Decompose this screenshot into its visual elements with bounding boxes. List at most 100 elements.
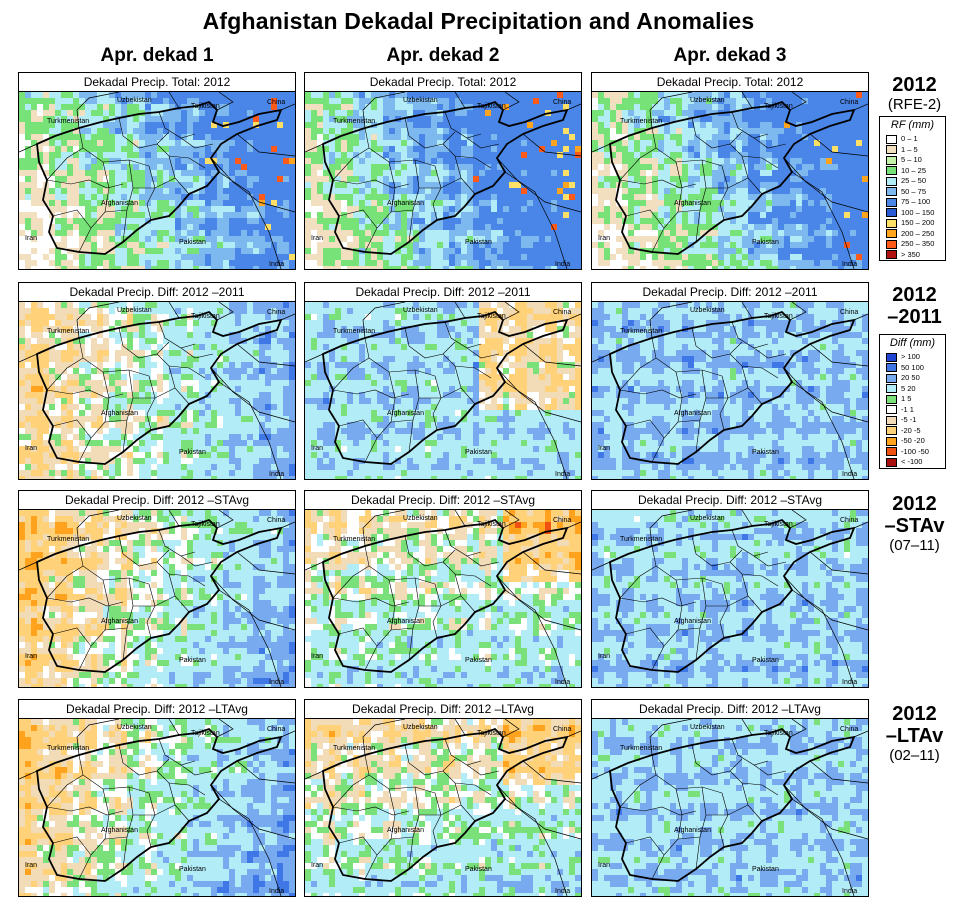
legend-swatch — [886, 134, 897, 144]
country-border — [592, 561, 611, 571]
province-border — [691, 327, 743, 359]
map-label-india: India — [269, 261, 284, 268]
province-border — [442, 561, 492, 587]
country-border — [280, 521, 295, 529]
country-border — [809, 133, 868, 157]
country-border — [496, 575, 581, 631]
row-label-period: (07–11) — [889, 537, 940, 554]
map-label-pakistan: Pakistan — [752, 657, 779, 664]
country-border — [791, 798, 855, 896]
legend-swatch — [886, 250, 897, 260]
row-label-period: (02–11) — [889, 747, 940, 764]
province-border — [729, 143, 779, 169]
map-label-uzbekistan: Uzbekistan — [403, 97, 438, 104]
afghanistan-outline — [36, 100, 283, 255]
precipitation-map: Uzbekistan Tajikistan China Turkmenistan Afg… — [19, 302, 295, 479]
province-border — [625, 209, 665, 229]
province-border — [432, 165, 442, 221]
row-label-rfe2: 2012 (RFE-2) — [872, 74, 957, 114]
province-border — [719, 583, 729, 639]
map-panel: Dekadal Precip. Diff: 2012 –2011 Uzbekist… — [304, 282, 582, 480]
map-label-india: India — [269, 471, 284, 478]
country-border — [19, 770, 38, 780]
legend-item: 1 5 — [886, 394, 945, 405]
afghanistan-outline — [36, 518, 283, 673]
country-border — [783, 367, 868, 423]
panel-title: Dekadal Precip. Diff: 2012 –STAvg — [19, 491, 295, 510]
province-border — [677, 419, 701, 423]
province-border — [408, 786, 420, 870]
province-border — [619, 806, 697, 816]
map-label-tajikistan: Tajikistan — [191, 730, 220, 737]
map-label-india: India — [555, 888, 570, 895]
country-border — [168, 719, 180, 736]
map-label-china: China — [553, 99, 571, 106]
province-border — [677, 209, 701, 213]
map-label-uzbekistan: Uzbekistan — [690, 97, 725, 104]
province-border — [753, 137, 787, 149]
legend-label: 150 – 200 — [901, 218, 935, 228]
panel-title: Dekadal Precip. Diff: 2012 –STAvg — [592, 491, 868, 510]
map-label-india: India — [842, 679, 857, 686]
map-label-turkmenistan: Turkmenistan — [620, 745, 662, 752]
precipitation-map: Uzbekistan Tajikistan China Turkmenistan Afg… — [305, 510, 581, 687]
map-label-pakistan: Pakistan — [752, 866, 779, 873]
country-border — [76, 719, 120, 756]
country-border — [741, 92, 753, 109]
map-label-afghanistan: Afghanistan — [101, 410, 138, 417]
province-border — [404, 744, 456, 776]
country-border — [76, 302, 120, 339]
map-label-afghanistan: Afghanistan — [387, 618, 424, 625]
map-label-india: India — [842, 261, 857, 268]
province-border — [706, 177, 749, 189]
map-label-china: China — [267, 517, 285, 524]
legend-label: 10 – 25 — [901, 165, 927, 175]
province-border — [695, 159, 707, 243]
afghanistan-outline — [609, 310, 856, 465]
country-border — [216, 510, 234, 529]
precipitation-map: Uzbekistan Tajikistan China Turkmenistan Afg… — [19, 510, 295, 687]
country-border — [305, 353, 324, 363]
province-border — [442, 353, 492, 379]
country-border — [280, 313, 295, 321]
map-label-afghanistan: Afghanistan — [101, 827, 138, 834]
country-border — [362, 719, 406, 756]
country-border — [592, 143, 611, 153]
legend-swatch — [886, 155, 897, 165]
afghanistan-outline — [609, 100, 856, 255]
province-border — [156, 143, 206, 169]
map-label-uzbekistan: Uzbekistan — [117, 515, 152, 522]
province-border — [390, 627, 414, 631]
legend-label: > 100 — [901, 352, 920, 362]
legend-item: -100 -50 — [886, 447, 945, 458]
panel-title: Dekadal Precip. Diff: 2012 –LTAvg — [19, 700, 295, 719]
map-label-turkmenistan: Turkmenistan — [333, 536, 375, 543]
province-border — [729, 561, 779, 587]
country-border — [454, 510, 466, 527]
province-border — [52, 836, 92, 856]
country-border — [853, 313, 868, 321]
panel-title: Dekadal Precip. Total: 2012 — [305, 73, 581, 92]
legend-swatch — [886, 352, 897, 362]
province-border — [731, 111, 769, 139]
country-border — [280, 103, 295, 111]
province-border — [104, 209, 128, 213]
country-border — [809, 760, 868, 784]
map-label-iran: Iran — [311, 653, 323, 660]
province-border — [408, 577, 420, 661]
column-header-dekad-1: Apr. dekad 1 — [100, 45, 214, 66]
country-border — [592, 770, 611, 780]
legend-label: -50 -20 — [901, 436, 925, 446]
province-border — [390, 209, 414, 213]
map-label-iran: Iran — [598, 235, 610, 242]
map-label-uzbekistan: Uzbekistan — [117, 307, 152, 314]
province-border — [338, 627, 378, 647]
map-label-china: China — [840, 99, 858, 106]
legend-title: Diff (mm) — [889, 337, 936, 349]
province-border — [46, 179, 124, 189]
province-border — [118, 535, 170, 567]
page-title: Afghanistan Dekadal Precipitation and An… — [202, 8, 755, 34]
province-border — [104, 627, 128, 631]
map-label-pakistan: Pakistan — [752, 239, 779, 246]
